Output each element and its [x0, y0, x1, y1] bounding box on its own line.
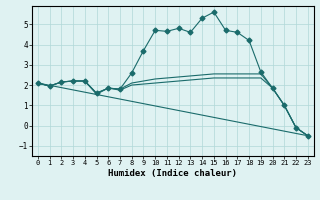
X-axis label: Humidex (Indice chaleur): Humidex (Indice chaleur): [108, 169, 237, 178]
